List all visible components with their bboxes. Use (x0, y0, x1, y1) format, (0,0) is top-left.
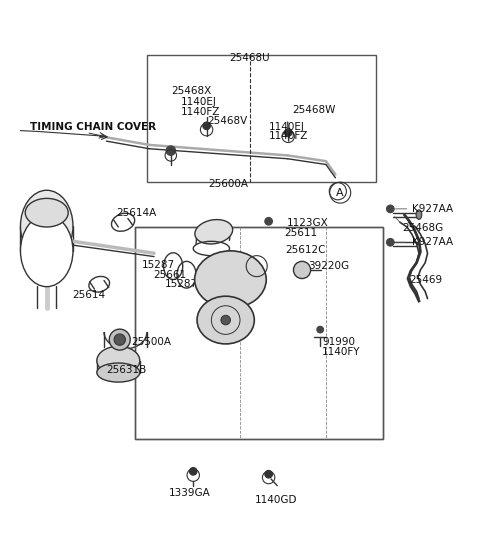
Text: 25468X: 25468X (171, 86, 211, 96)
Text: 25661: 25661 (153, 270, 186, 280)
Text: 1339GA: 1339GA (169, 489, 211, 498)
Text: 25468V: 25468V (207, 116, 248, 126)
Circle shape (109, 329, 130, 350)
Circle shape (293, 262, 311, 278)
Text: 15287: 15287 (165, 280, 198, 289)
Text: 39220G: 39220G (308, 261, 349, 271)
Text: 25500A: 25500A (131, 338, 171, 348)
Text: 25600A: 25600A (208, 179, 248, 189)
Circle shape (114, 334, 125, 345)
Circle shape (265, 217, 273, 225)
Text: 25614: 25614 (72, 290, 105, 300)
Text: 15287: 15287 (142, 260, 175, 270)
Circle shape (317, 326, 324, 333)
Text: 1140FZ: 1140FZ (180, 107, 220, 116)
Text: 1123GX: 1123GX (287, 218, 328, 228)
Ellipse shape (25, 198, 68, 227)
Text: TIMING CHAIN COVER: TIMING CHAIN COVER (30, 122, 156, 132)
Ellipse shape (21, 190, 73, 262)
Ellipse shape (97, 347, 140, 375)
Text: 25468U: 25468U (229, 53, 270, 63)
Text: 25612C: 25612C (285, 245, 326, 255)
Circle shape (284, 129, 292, 136)
Text: 1140GD: 1140GD (254, 495, 297, 505)
Text: 25620A: 25620A (203, 327, 243, 337)
Text: 25631B: 25631B (107, 365, 146, 375)
Text: 1140EJ: 1140EJ (180, 97, 216, 107)
Text: 25611: 25611 (284, 228, 317, 238)
Bar (135, 227, 383, 439)
Text: A: A (336, 188, 344, 198)
Ellipse shape (197, 296, 254, 344)
Ellipse shape (195, 251, 266, 308)
Circle shape (265, 470, 273, 478)
Circle shape (386, 239, 394, 246)
Circle shape (386, 205, 394, 212)
Ellipse shape (97, 363, 140, 382)
Bar (135, 227, 383, 439)
Circle shape (221, 315, 230, 325)
Text: 25614A: 25614A (116, 208, 156, 217)
Circle shape (203, 122, 210, 130)
Text: 1140FZ: 1140FZ (269, 131, 308, 141)
Bar (147, 55, 376, 182)
Text: 25468G: 25468G (402, 223, 444, 233)
Ellipse shape (416, 210, 422, 219)
Text: 1140FY: 1140FY (322, 347, 360, 357)
Text: 25468W: 25468W (292, 105, 336, 115)
Ellipse shape (195, 220, 233, 244)
Text: 25469: 25469 (409, 276, 443, 286)
Text: K927AA: K927AA (412, 237, 453, 247)
Text: 1140EJ: 1140EJ (269, 122, 304, 132)
Ellipse shape (21, 215, 73, 287)
Circle shape (166, 146, 176, 155)
Text: K927AA: K927AA (412, 204, 453, 214)
Text: A: A (253, 261, 261, 271)
Circle shape (190, 467, 197, 475)
Text: 91990: 91990 (322, 338, 355, 348)
